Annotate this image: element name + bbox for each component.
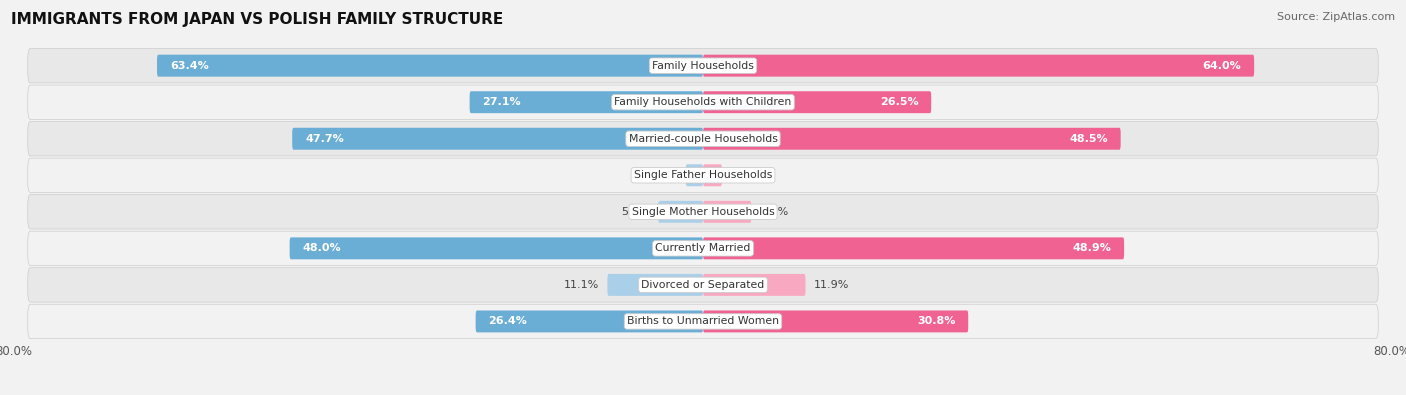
Text: 47.7%: 47.7% bbox=[305, 134, 344, 144]
Text: 48.9%: 48.9% bbox=[1073, 243, 1111, 253]
FancyBboxPatch shape bbox=[28, 122, 1378, 156]
Text: 2.0%: 2.0% bbox=[648, 170, 678, 180]
Text: Married-couple Households: Married-couple Households bbox=[628, 134, 778, 144]
Text: 64.0%: 64.0% bbox=[1202, 61, 1241, 71]
Text: 5.2%: 5.2% bbox=[621, 207, 650, 217]
Text: 11.9%: 11.9% bbox=[814, 280, 849, 290]
FancyBboxPatch shape bbox=[28, 158, 1378, 192]
FancyBboxPatch shape bbox=[292, 128, 703, 150]
FancyBboxPatch shape bbox=[703, 237, 1125, 259]
Text: 27.1%: 27.1% bbox=[482, 97, 522, 107]
Text: 48.5%: 48.5% bbox=[1069, 134, 1108, 144]
FancyBboxPatch shape bbox=[290, 237, 703, 259]
Text: Source: ZipAtlas.com: Source: ZipAtlas.com bbox=[1277, 12, 1395, 22]
FancyBboxPatch shape bbox=[703, 274, 806, 296]
FancyBboxPatch shape bbox=[28, 304, 1378, 339]
FancyBboxPatch shape bbox=[703, 128, 1121, 150]
Text: Family Households: Family Households bbox=[652, 61, 754, 71]
Text: Single Mother Households: Single Mother Households bbox=[631, 207, 775, 217]
FancyBboxPatch shape bbox=[703, 310, 969, 332]
FancyBboxPatch shape bbox=[157, 55, 703, 77]
FancyBboxPatch shape bbox=[28, 85, 1378, 119]
FancyBboxPatch shape bbox=[470, 91, 703, 113]
FancyBboxPatch shape bbox=[686, 164, 703, 186]
Text: Currently Married: Currently Married bbox=[655, 243, 751, 253]
Text: Divorced or Separated: Divorced or Separated bbox=[641, 280, 765, 290]
Text: 5.6%: 5.6% bbox=[759, 207, 789, 217]
Text: Single Father Households: Single Father Households bbox=[634, 170, 772, 180]
Text: 26.4%: 26.4% bbox=[488, 316, 527, 326]
Text: IMMIGRANTS FROM JAPAN VS POLISH FAMILY STRUCTURE: IMMIGRANTS FROM JAPAN VS POLISH FAMILY S… bbox=[11, 12, 503, 27]
FancyBboxPatch shape bbox=[28, 268, 1378, 302]
FancyBboxPatch shape bbox=[703, 55, 1254, 77]
FancyBboxPatch shape bbox=[703, 164, 721, 186]
FancyBboxPatch shape bbox=[658, 201, 703, 223]
Text: 11.1%: 11.1% bbox=[564, 280, 599, 290]
FancyBboxPatch shape bbox=[28, 49, 1378, 83]
Text: 30.8%: 30.8% bbox=[917, 316, 955, 326]
FancyBboxPatch shape bbox=[703, 201, 751, 223]
Text: Family Households with Children: Family Households with Children bbox=[614, 97, 792, 107]
Text: 63.4%: 63.4% bbox=[170, 61, 208, 71]
FancyBboxPatch shape bbox=[28, 231, 1378, 265]
FancyBboxPatch shape bbox=[703, 91, 931, 113]
FancyBboxPatch shape bbox=[28, 195, 1378, 229]
Text: Births to Unmarried Women: Births to Unmarried Women bbox=[627, 316, 779, 326]
Text: 48.0%: 48.0% bbox=[302, 243, 342, 253]
FancyBboxPatch shape bbox=[475, 310, 703, 332]
Text: 26.5%: 26.5% bbox=[880, 97, 918, 107]
FancyBboxPatch shape bbox=[607, 274, 703, 296]
Text: 2.2%: 2.2% bbox=[731, 170, 759, 180]
